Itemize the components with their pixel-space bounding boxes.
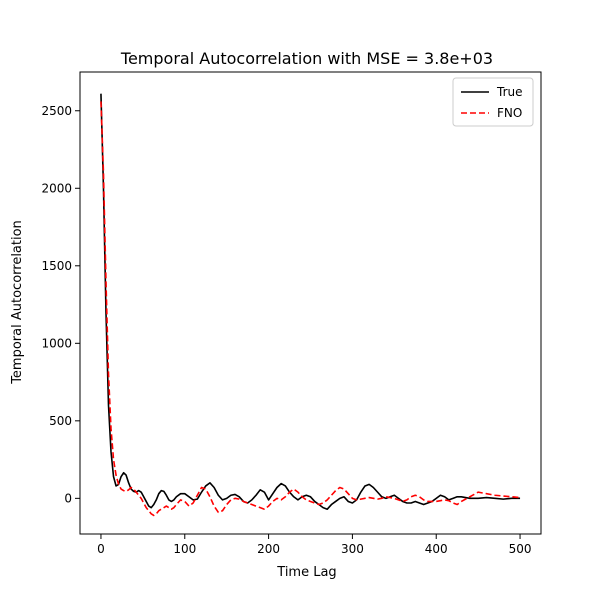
x-tick-label-2: 200	[257, 542, 280, 556]
series-line-fno	[100, 101, 521, 517]
plot-frame	[79, 71, 542, 535]
y-tick-label-5: 2500	[41, 104, 72, 118]
plot-area	[100, 93, 521, 517]
y-tick-label-0: 0	[64, 491, 72, 505]
series-line-true	[100, 93, 521, 510]
chart-title: Temporal Autocorrelation with MSE = 3.8e…	[120, 49, 493, 68]
y-tick-label-4: 2000	[41, 181, 72, 195]
y-tick-label-2: 1000	[41, 336, 72, 350]
x-tick-label-4: 400	[425, 542, 448, 556]
x-tick-label-0: 0	[97, 542, 105, 556]
legend-label-fno: FNO	[497, 106, 522, 120]
y-axis-label: Temporal Autocorrelation	[10, 220, 25, 385]
y-tick-label-1: 500	[49, 414, 72, 428]
legend: True FNO	[452, 77, 534, 127]
legend-box	[452, 77, 534, 127]
y-tick-label-3: 1500	[41, 259, 72, 273]
legend-label-true: True	[496, 85, 523, 99]
x-tick-label-3: 300	[341, 542, 364, 556]
x-tick-label-1: 100	[173, 542, 196, 556]
x-axis: 0 100 200 300 400 500	[97, 534, 531, 556]
x-tick-label-5: 500	[509, 542, 532, 556]
y-axis: 0 500 1000 1500 2000 2500	[41, 104, 80, 505]
x-axis-label: Time Lag	[276, 565, 336, 580]
